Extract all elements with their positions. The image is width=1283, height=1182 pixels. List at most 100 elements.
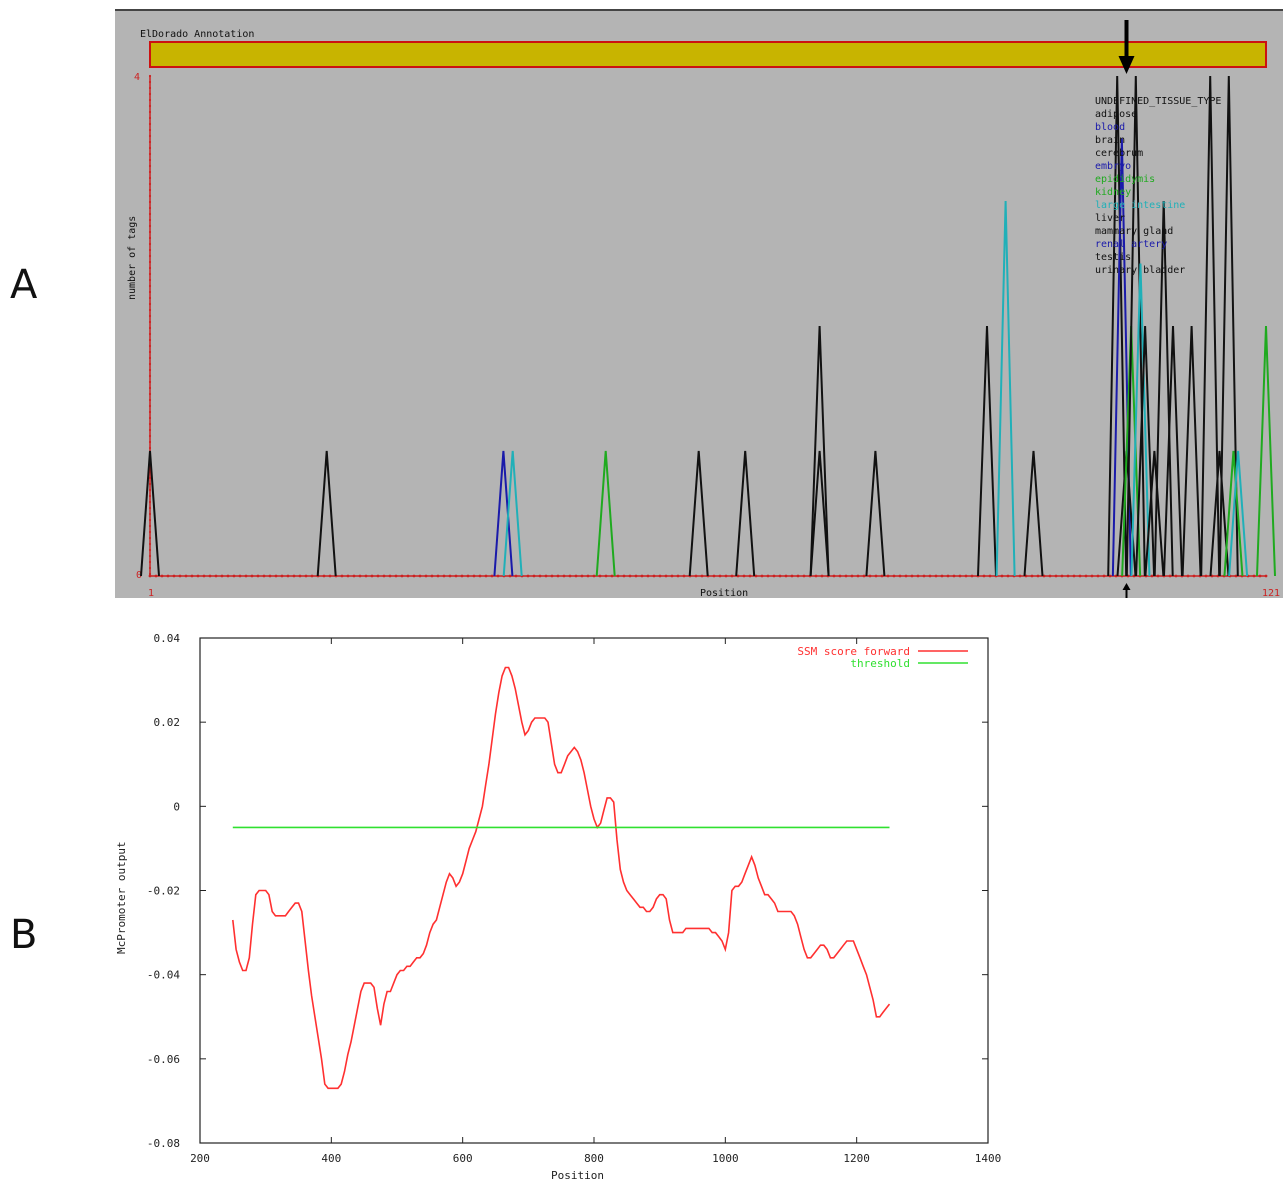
x-axis-dot bbox=[370, 574, 374, 578]
x-axis-dot bbox=[274, 574, 278, 578]
y-tick-label: -0.06 bbox=[147, 1053, 180, 1066]
y-axis-dot bbox=[148, 482, 152, 486]
y-axis-dot bbox=[148, 188, 152, 192]
peak-20 bbox=[1144, 450, 1165, 577]
x-axis-dot bbox=[676, 574, 680, 578]
x-axis-dot bbox=[1072, 574, 1076, 578]
y-axis-dot bbox=[148, 92, 152, 96]
y-axis-dot bbox=[148, 230, 152, 234]
y-axis-dot bbox=[148, 266, 152, 270]
x-axis-dot bbox=[616, 574, 620, 578]
y-axis-dot bbox=[148, 296, 152, 300]
chart-b-ticks: 200 400 600 800 1000 1200 1400 -0.08 -0.06 -0.04 -… bbox=[147, 632, 1001, 1165]
y-axis-dot bbox=[148, 110, 152, 114]
y-axis-dot bbox=[148, 374, 152, 378]
y-axis-dot bbox=[148, 416, 152, 420]
x-axis-dot bbox=[988, 574, 992, 578]
y-axis-dot bbox=[148, 434, 152, 438]
x-axis-dot bbox=[1204, 574, 1208, 578]
x-axis-dot bbox=[1192, 574, 1196, 578]
y-axis-dot bbox=[148, 332, 152, 336]
y-axis-dot bbox=[148, 506, 152, 510]
x-axis-dot bbox=[160, 574, 164, 578]
tissue-legend-item: renal artery bbox=[1095, 239, 1167, 250]
x-axis-dot bbox=[298, 574, 302, 578]
x-axis-dot bbox=[256, 574, 260, 578]
x-axis-dot bbox=[490, 574, 494, 578]
y-axis-dot bbox=[148, 212, 152, 216]
y-axis-dot bbox=[148, 134, 152, 138]
chart-b-series bbox=[232, 666, 891, 1090]
x-axis-dot bbox=[832, 574, 836, 578]
x-axis-dot bbox=[538, 574, 542, 578]
y-tick-label: -0.08 bbox=[147, 1137, 180, 1150]
y-axis-dot bbox=[148, 488, 152, 492]
x-axis-dot bbox=[322, 574, 326, 578]
x-axis-dot bbox=[1102, 574, 1106, 578]
peak-18 bbox=[1130, 263, 1151, 577]
x-axis-dot bbox=[376, 574, 380, 578]
tissue-legend-item: blood bbox=[1095, 122, 1125, 133]
x-axis-dot bbox=[958, 574, 962, 578]
marker-bottom-head bbox=[1122, 583, 1131, 590]
chart-a-xtick-label-start: 1 bbox=[148, 588, 154, 599]
x-axis-dot bbox=[406, 574, 410, 578]
x-axis-dot bbox=[268, 574, 272, 578]
x-axis-dot bbox=[196, 574, 200, 578]
tissue-legend-item: liver bbox=[1095, 213, 1125, 224]
x-axis-dot bbox=[250, 574, 254, 578]
chart-b-y-axis-label: McPromoter output bbox=[115, 841, 128, 954]
x-axis-dot bbox=[148, 574, 152, 578]
x-axis-dot bbox=[940, 574, 944, 578]
x-axis-dot bbox=[166, 574, 170, 578]
x-axis-dot bbox=[850, 574, 854, 578]
x-axis-dot bbox=[1264, 574, 1268, 578]
x-axis-dot bbox=[232, 574, 236, 578]
chart-a-x-axis-label: Position bbox=[700, 588, 748, 599]
x-axis-dot bbox=[922, 574, 926, 578]
legend-label-1: threshold bbox=[850, 657, 910, 670]
y-axis-dot bbox=[148, 494, 152, 498]
x-axis-dot bbox=[352, 574, 356, 578]
x-axis-dot bbox=[394, 574, 398, 578]
x-axis-dot bbox=[220, 574, 224, 578]
x-axis-dot bbox=[874, 574, 878, 578]
x-axis-dot bbox=[286, 574, 290, 578]
peak-5 bbox=[688, 450, 709, 577]
x-axis-dot bbox=[346, 574, 350, 578]
x-axis-dot bbox=[904, 574, 908, 578]
y-axis-dot bbox=[148, 278, 152, 282]
x-axis-dot bbox=[886, 574, 890, 578]
x-axis-dot bbox=[592, 574, 596, 578]
x-axis-dot bbox=[1018, 574, 1022, 578]
x-axis-dot bbox=[430, 574, 434, 578]
y-axis-dot bbox=[148, 158, 152, 162]
peak-24 bbox=[1200, 75, 1221, 577]
peak-27 bbox=[1223, 450, 1244, 577]
y-axis-dot bbox=[148, 194, 152, 198]
y-axis-dot bbox=[148, 254, 152, 258]
x-axis-dot bbox=[964, 574, 968, 578]
y-axis-dot bbox=[148, 524, 152, 528]
tissue-legend-item: brain bbox=[1095, 135, 1125, 146]
peak-3 bbox=[502, 450, 523, 577]
x-axis-dot bbox=[652, 574, 656, 578]
x-axis-dot bbox=[1258, 574, 1262, 578]
tissue-legend-item: adipose bbox=[1095, 109, 1137, 120]
tissue-legend-item: urinary bladder bbox=[1095, 265, 1185, 276]
x-axis-dot bbox=[184, 574, 188, 578]
x-axis-dot bbox=[556, 574, 560, 578]
peak-25 bbox=[1209, 450, 1230, 577]
y-axis-dot bbox=[148, 518, 152, 522]
x-axis-dot bbox=[892, 574, 896, 578]
x-axis-dot bbox=[508, 574, 512, 578]
x-axis-dot bbox=[1000, 574, 1004, 578]
x-axis-dot bbox=[418, 574, 422, 578]
chart-a-y-axis-label: number of tags bbox=[127, 216, 138, 300]
x-axis-dot bbox=[226, 574, 230, 578]
x-axis-dot bbox=[1252, 574, 1256, 578]
tissue-legend-item: testis bbox=[1095, 252, 1131, 263]
x-axis-dot bbox=[778, 574, 782, 578]
x-axis-dot bbox=[1174, 574, 1178, 578]
